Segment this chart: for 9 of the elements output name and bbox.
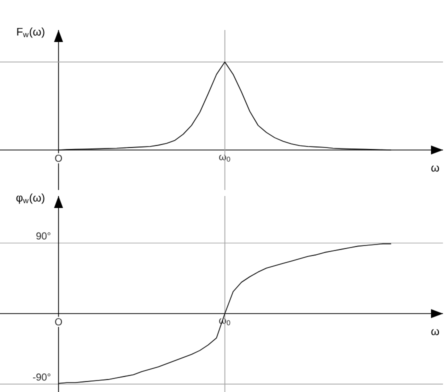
y-tick-label: 90° xyxy=(36,232,50,240)
x-axis-title: ω xyxy=(431,329,440,336)
x-tick-label: ω$_{0}$ xyxy=(219,154,230,162)
y-axis-title: φ$_{w}$(ω) xyxy=(16,194,44,204)
x-tick-label: O xyxy=(55,154,62,162)
x-axis-title: ω xyxy=(431,166,440,172)
y-tick-label: -90° xyxy=(32,374,50,381)
y-axis-title: F$_{w}$(ω) xyxy=(17,28,44,38)
x-tick-label: O xyxy=(55,318,62,326)
